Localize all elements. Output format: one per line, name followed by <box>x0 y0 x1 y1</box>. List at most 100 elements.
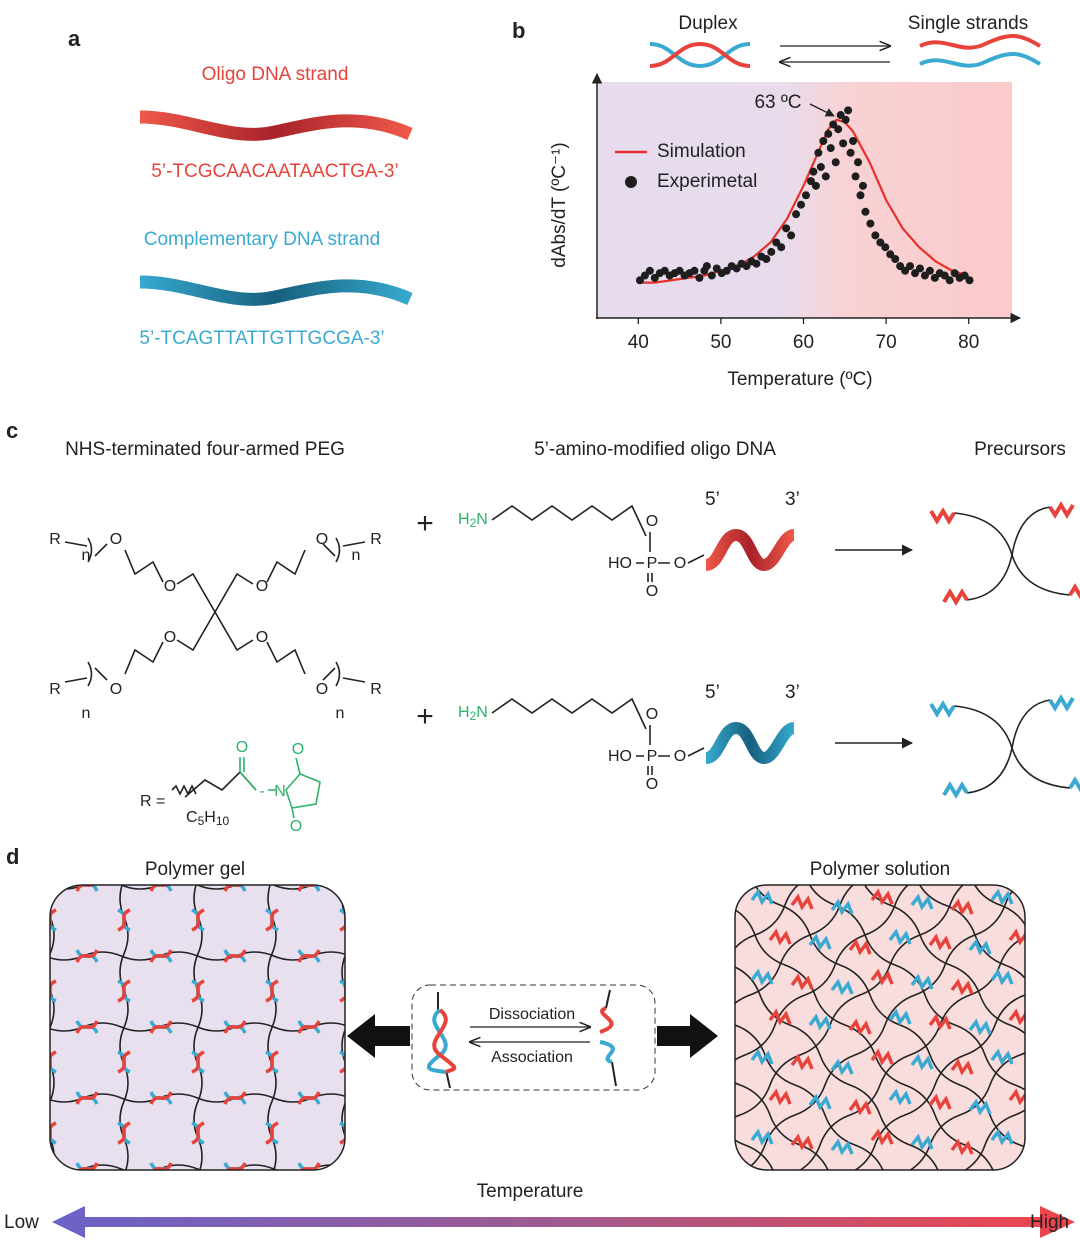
free-strand <box>928 933 952 951</box>
bond <box>266 549 306 583</box>
free-strand <box>750 968 774 986</box>
duplex-crosslink <box>117 979 131 1003</box>
data-point <box>849 137 858 145</box>
data-point <box>844 106 853 115</box>
duplex-crosslink <box>191 1050 205 1074</box>
free-strand <box>870 1128 894 1146</box>
atom-label: P <box>647 555 658 572</box>
data-point <box>792 210 801 219</box>
free-strand <box>750 1048 774 1066</box>
bond <box>124 549 164 583</box>
free-strand <box>768 1008 792 1026</box>
duplex-crosslink <box>149 1020 173 1034</box>
column-title: NHS-terminated four-armed PEG <box>65 439 345 460</box>
center-duplex <box>426 989 617 1089</box>
data-point <box>861 207 870 216</box>
data-point <box>856 191 865 200</box>
precursor-arm <box>966 554 1013 601</box>
duplex-crosslink <box>223 1162 247 1170</box>
data-point <box>858 181 867 190</box>
precursor-dna <box>1068 583 1080 600</box>
data-point <box>839 139 848 148</box>
free-strand <box>870 888 894 906</box>
duplex-crosslink <box>75 1162 99 1170</box>
atom-label: R <box>370 681 382 698</box>
free-strand <box>990 888 1014 906</box>
duplex-crosslink <box>75 885 99 892</box>
amine-part: H <box>458 704 470 721</box>
atom-label: O <box>256 629 268 646</box>
thick-arrow <box>347 1014 410 1058</box>
atom-label: O <box>674 748 686 765</box>
duplex-crosslink <box>75 1020 99 1034</box>
data-point <box>915 264 924 273</box>
data-point <box>801 191 810 200</box>
free-strand <box>888 1088 912 1106</box>
atom-label: O <box>646 513 658 530</box>
data-point <box>777 243 786 252</box>
data-point <box>866 219 875 228</box>
free-strand <box>950 1138 974 1156</box>
data-point <box>920 271 929 280</box>
plus-sign: + <box>416 700 434 733</box>
x-tick-label: 50 <box>710 332 731 353</box>
amine-rows: + H2N OHO P OO5’ 3’+ H2N OHO P OO5’ 3’ <box>416 489 1080 799</box>
solution-network <box>735 885 1025 1170</box>
duplex-crosslink <box>223 1091 247 1105</box>
network-strand <box>969 885 1025 1170</box>
data-point <box>906 262 915 271</box>
data-point <box>767 247 776 256</box>
free-strand <box>790 1053 814 1071</box>
alkyl-chain <box>491 697 647 730</box>
free-strand <box>870 1048 894 1066</box>
amine-part: N <box>476 704 488 721</box>
duplex-crosslink <box>191 908 205 932</box>
data-point <box>772 238 781 247</box>
network-strand <box>914 885 1025 1170</box>
bond <box>124 641 164 675</box>
data-point <box>814 148 823 157</box>
bond <box>266 641 306 675</box>
data-point <box>806 177 815 186</box>
atom-label: O <box>316 681 328 698</box>
dna-ribbon <box>704 528 796 572</box>
duplex-crosslink <box>50 908 57 932</box>
x-tick-label: 80 <box>958 332 979 353</box>
data-point <box>901 266 910 275</box>
data-point <box>635 276 644 285</box>
data-point <box>826 144 835 153</box>
duplex-crosslink <box>223 885 247 892</box>
atom-label: R <box>370 531 382 548</box>
duplex-helix <box>649 41 751 69</box>
free-strand <box>1008 1008 1025 1026</box>
duplex-crosslink <box>339 1050 345 1074</box>
precursor-dna <box>1068 776 1080 793</box>
duplex-crosslink <box>50 1121 57 1145</box>
column-title: Precursors <box>974 439 1066 460</box>
free-strand <box>808 1093 832 1111</box>
free-strand <box>830 898 854 916</box>
x-tick-label: 40 <box>628 332 649 353</box>
duplex-crosslink <box>117 1050 131 1074</box>
network-strand <box>735 885 816 1170</box>
free-strand <box>790 973 814 991</box>
bond <box>64 541 88 547</box>
alkyl-chain <box>491 504 647 537</box>
atom-label: O <box>646 776 658 793</box>
data-point <box>841 115 850 124</box>
free-strand <box>848 1018 872 1036</box>
atom-label: O <box>646 706 658 723</box>
duplex-crosslink <box>50 1121 57 1145</box>
precursor-arm <box>1011 506 1051 556</box>
process-label: Dissociation <box>489 1006 575 1023</box>
x-axis-label: Temperature (ºC) <box>727 369 872 390</box>
data-point <box>821 172 830 181</box>
complementary-ribbon <box>139 275 413 306</box>
duplex-crosslink <box>339 1121 345 1145</box>
equilibrium-box <box>411 984 656 1091</box>
atom-label: N <box>274 783 286 800</box>
strand-sequence: 5’-TCAGTTATTGTTGCGA-3’ <box>139 328 384 349</box>
data-point <box>876 238 885 247</box>
phosphate-bonds <box>636 532 705 582</box>
atom-label: n <box>336 705 345 722</box>
